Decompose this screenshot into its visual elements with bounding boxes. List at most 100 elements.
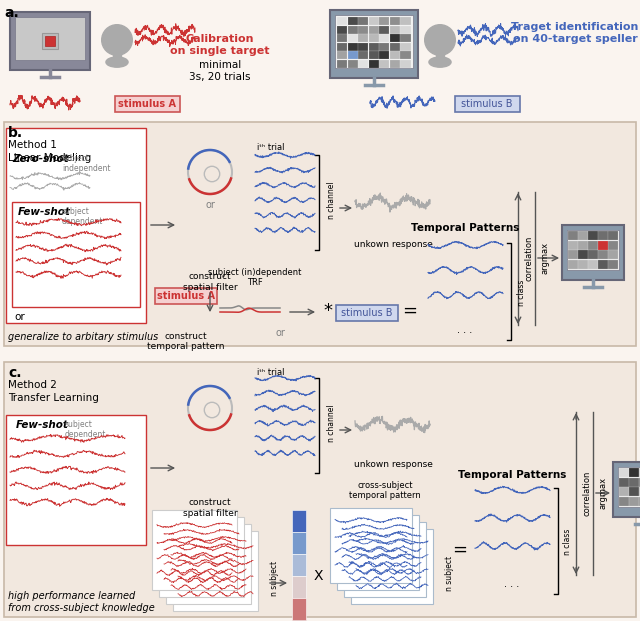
Text: c.: c.	[8, 366, 22, 380]
Circle shape	[102, 25, 132, 55]
Ellipse shape	[106, 57, 128, 67]
FancyBboxPatch shape	[369, 60, 379, 68]
FancyBboxPatch shape	[568, 231, 577, 240]
Text: subject
dependent: subject dependent	[62, 207, 104, 227]
FancyBboxPatch shape	[348, 42, 358, 50]
FancyBboxPatch shape	[380, 17, 389, 25]
Text: construct
temporal pattern: construct temporal pattern	[147, 332, 225, 351]
Text: n class: n class	[563, 529, 573, 555]
Text: Calibration
on single target: Calibration on single target	[170, 34, 269, 56]
FancyBboxPatch shape	[588, 231, 598, 240]
FancyBboxPatch shape	[598, 231, 607, 240]
FancyBboxPatch shape	[358, 60, 368, 68]
FancyBboxPatch shape	[292, 532, 306, 554]
FancyBboxPatch shape	[598, 240, 607, 250]
Text: stimulus B: stimulus B	[341, 308, 393, 318]
Text: high performance learned
from cross-subject knowledge: high performance learned from cross-subj…	[8, 591, 155, 613]
Text: unkown response: unkown response	[353, 460, 433, 469]
FancyBboxPatch shape	[619, 478, 628, 486]
FancyBboxPatch shape	[639, 468, 640, 477]
FancyBboxPatch shape	[578, 231, 588, 240]
Text: subject (in)dependent
TRF: subject (in)dependent TRF	[208, 268, 301, 288]
Text: argmax: argmax	[599, 477, 608, 509]
FancyBboxPatch shape	[369, 34, 379, 42]
Text: n class: n class	[516, 279, 525, 306]
FancyBboxPatch shape	[578, 250, 588, 259]
Text: n subject: n subject	[445, 556, 454, 591]
FancyBboxPatch shape	[618, 467, 640, 507]
Text: argmax: argmax	[541, 242, 550, 274]
FancyBboxPatch shape	[567, 230, 619, 270]
FancyBboxPatch shape	[337, 60, 347, 68]
FancyBboxPatch shape	[351, 529, 433, 604]
Text: stimulus A: stimulus A	[157, 291, 215, 301]
Text: Few-shot: Few-shot	[18, 207, 71, 217]
FancyBboxPatch shape	[369, 51, 379, 59]
FancyBboxPatch shape	[348, 34, 358, 42]
Text: or: or	[205, 200, 215, 210]
FancyBboxPatch shape	[629, 478, 639, 486]
Text: =: =	[452, 541, 467, 559]
FancyBboxPatch shape	[15, 17, 85, 60]
FancyBboxPatch shape	[598, 250, 607, 259]
Text: unkown response: unkown response	[353, 240, 433, 249]
FancyBboxPatch shape	[598, 260, 607, 268]
FancyBboxPatch shape	[337, 515, 419, 590]
Text: b.: b.	[8, 126, 23, 140]
FancyBboxPatch shape	[292, 576, 306, 598]
FancyBboxPatch shape	[568, 240, 577, 250]
Text: stimulus B: stimulus B	[461, 99, 513, 109]
FancyBboxPatch shape	[336, 305, 398, 321]
FancyBboxPatch shape	[568, 250, 577, 259]
Bar	[113, 55, 121, 63]
FancyBboxPatch shape	[390, 34, 400, 42]
Text: Method 1
Linear Modeling: Method 1 Linear Modeling	[8, 140, 92, 163]
FancyBboxPatch shape	[401, 42, 410, 50]
FancyBboxPatch shape	[369, 17, 379, 25]
Text: generalize to arbitary stimulus: generalize to arbitary stimulus	[8, 332, 158, 342]
FancyBboxPatch shape	[152, 510, 237, 590]
FancyBboxPatch shape	[330, 508, 412, 583]
FancyBboxPatch shape	[4, 122, 636, 346]
Text: construct
spatial filter: construct spatial filter	[182, 498, 237, 518]
FancyBboxPatch shape	[159, 517, 244, 597]
Text: cross-subject
temporal pattern: cross-subject temporal pattern	[349, 481, 421, 500]
Bar	[436, 55, 444, 63]
Circle shape	[425, 25, 455, 55]
FancyBboxPatch shape	[4, 362, 636, 617]
FancyBboxPatch shape	[292, 598, 306, 620]
FancyBboxPatch shape	[608, 250, 618, 259]
Text: iᵗʰ trial: iᵗʰ trial	[257, 368, 285, 377]
FancyBboxPatch shape	[292, 554, 306, 576]
FancyBboxPatch shape	[12, 202, 140, 307]
FancyBboxPatch shape	[337, 17, 347, 25]
FancyBboxPatch shape	[10, 12, 90, 70]
Ellipse shape	[429, 57, 451, 67]
FancyBboxPatch shape	[401, 34, 410, 42]
Text: or: or	[14, 312, 25, 322]
FancyBboxPatch shape	[45, 36, 55, 46]
FancyBboxPatch shape	[608, 240, 618, 250]
FancyBboxPatch shape	[330, 10, 418, 78]
FancyBboxPatch shape	[380, 34, 389, 42]
FancyBboxPatch shape	[588, 250, 598, 259]
FancyBboxPatch shape	[390, 51, 400, 59]
FancyBboxPatch shape	[619, 468, 628, 477]
FancyBboxPatch shape	[358, 51, 368, 59]
Text: . . .: . . .	[458, 325, 472, 335]
FancyBboxPatch shape	[390, 42, 400, 50]
FancyBboxPatch shape	[598, 240, 607, 250]
FancyBboxPatch shape	[629, 497, 639, 505]
Text: a.: a.	[4, 6, 19, 20]
Text: Temporal Patterns: Temporal Patterns	[458, 470, 566, 480]
FancyBboxPatch shape	[369, 25, 379, 34]
FancyBboxPatch shape	[173, 531, 258, 611]
FancyBboxPatch shape	[358, 42, 368, 50]
FancyBboxPatch shape	[337, 25, 347, 34]
FancyBboxPatch shape	[380, 42, 389, 50]
FancyBboxPatch shape	[390, 17, 400, 25]
FancyBboxPatch shape	[115, 96, 180, 112]
FancyBboxPatch shape	[380, 51, 389, 59]
Text: =: =	[403, 302, 417, 320]
Text: stimulus A: stimulus A	[118, 99, 176, 109]
